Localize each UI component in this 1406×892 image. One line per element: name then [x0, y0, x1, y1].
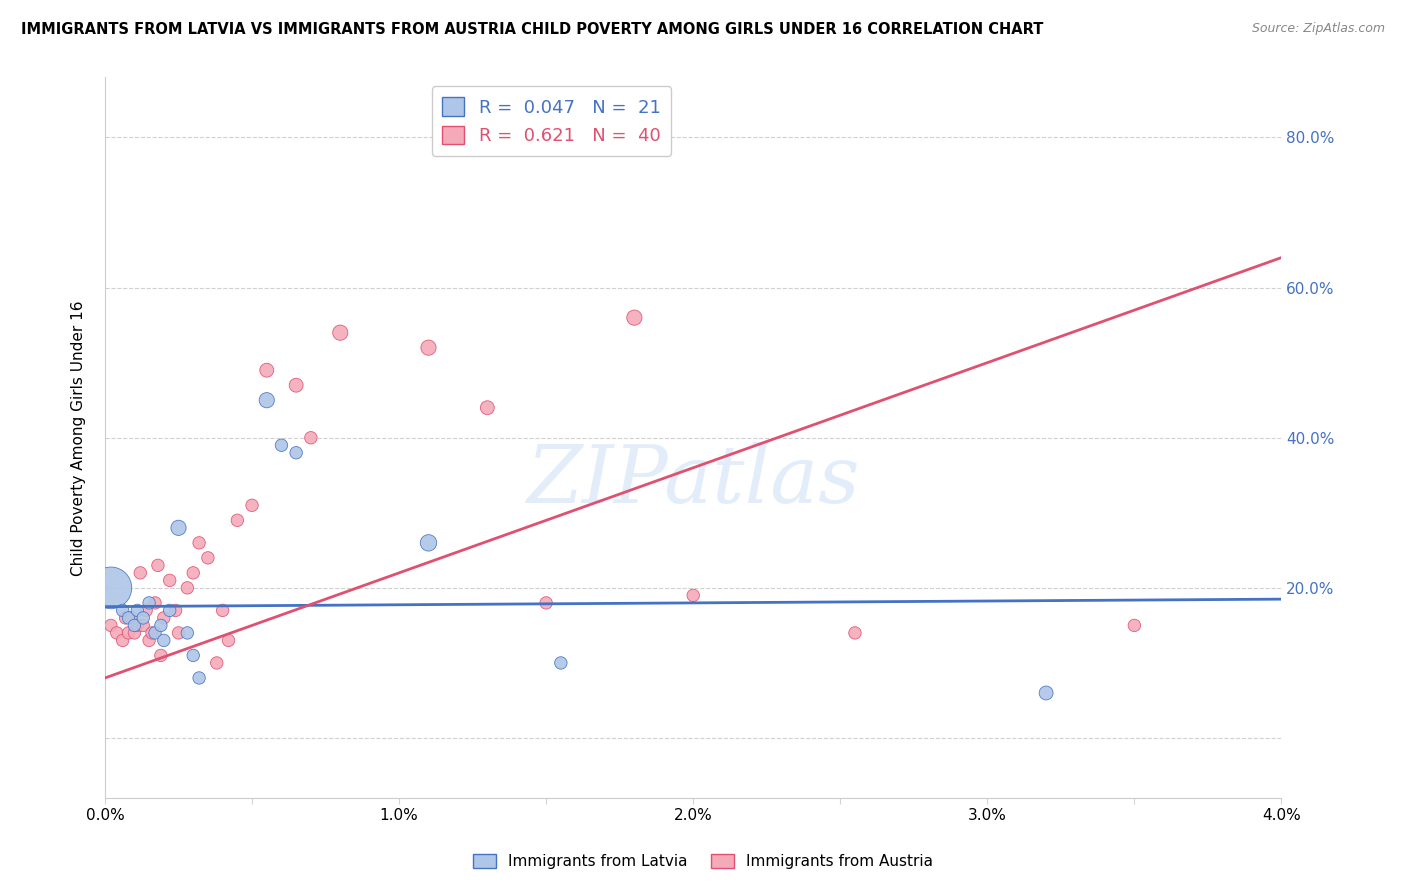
- Point: [418, 536, 440, 550]
- Point: [256, 363, 278, 377]
- Point: [159, 603, 181, 617]
- Text: ZIPatlas: ZIPatlas: [526, 442, 860, 520]
- Point: [188, 536, 211, 550]
- Legend: Immigrants from Latvia, Immigrants from Austria: Immigrants from Latvia, Immigrants from …: [467, 848, 939, 875]
- Point: [176, 581, 198, 595]
- Point: [100, 581, 122, 595]
- Point: [129, 566, 152, 580]
- Point: [270, 438, 292, 452]
- Legend: R =  0.047   N =  21, R =  0.621   N =  40: R = 0.047 N = 21, R = 0.621 N = 40: [432, 87, 671, 156]
- Point: [105, 626, 128, 640]
- Point: [1035, 686, 1057, 700]
- Point: [197, 550, 219, 565]
- Point: [682, 588, 704, 602]
- Point: [329, 326, 352, 340]
- Point: [100, 618, 122, 632]
- Point: [149, 618, 172, 632]
- Point: [111, 633, 134, 648]
- Point: [138, 596, 160, 610]
- Point: [135, 603, 157, 617]
- Point: [114, 611, 136, 625]
- Point: [550, 656, 572, 670]
- Point: [285, 446, 308, 460]
- Y-axis label: Child Poverty Among Girls Under 16: Child Poverty Among Girls Under 16: [72, 300, 86, 575]
- Point: [218, 633, 240, 648]
- Point: [146, 558, 169, 573]
- Point: [285, 378, 308, 392]
- Point: [127, 618, 149, 632]
- Point: [181, 566, 204, 580]
- Point: [226, 513, 249, 527]
- Point: [167, 521, 190, 535]
- Text: IMMIGRANTS FROM LATVIA VS IMMIGRANTS FROM AUSTRIA CHILD POVERTY AMONG GIRLS UNDE: IMMIGRANTS FROM LATVIA VS IMMIGRANTS FRO…: [21, 22, 1043, 37]
- Point: [120, 611, 142, 625]
- Point: [181, 648, 204, 663]
- Point: [141, 626, 163, 640]
- Point: [117, 611, 139, 625]
- Point: [117, 626, 139, 640]
- Point: [534, 596, 557, 610]
- Point: [153, 633, 176, 648]
- Point: [299, 431, 322, 445]
- Point: [418, 341, 440, 355]
- Point: [205, 656, 228, 670]
- Point: [149, 648, 172, 663]
- Point: [138, 633, 160, 648]
- Point: [256, 393, 278, 408]
- Point: [240, 498, 263, 512]
- Point: [165, 603, 187, 617]
- Point: [211, 603, 233, 617]
- Text: Source: ZipAtlas.com: Source: ZipAtlas.com: [1251, 22, 1385, 36]
- Point: [143, 626, 166, 640]
- Point: [844, 626, 866, 640]
- Point: [623, 310, 645, 325]
- Point: [132, 618, 155, 632]
- Point: [477, 401, 499, 415]
- Point: [153, 611, 176, 625]
- Point: [111, 603, 134, 617]
- Point: [143, 596, 166, 610]
- Point: [159, 574, 181, 588]
- Point: [188, 671, 211, 685]
- Point: [124, 618, 146, 632]
- Point: [1123, 618, 1146, 632]
- Point: [127, 603, 149, 617]
- Point: [167, 626, 190, 640]
- Point: [176, 626, 198, 640]
- Point: [124, 626, 146, 640]
- Point: [132, 611, 155, 625]
